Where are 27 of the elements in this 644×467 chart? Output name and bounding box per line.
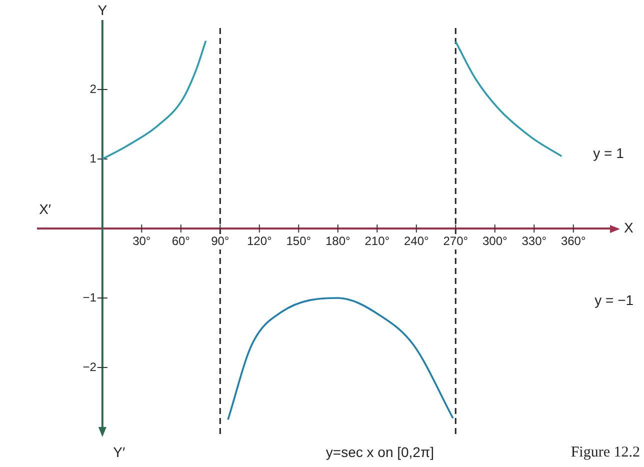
x-tick-label: 270° [443,234,468,248]
annotation: y = 1 [593,144,624,161]
x-tick-label: 150° [286,234,312,248]
x-axis-title: X [624,219,634,236]
x-tick-label: 210° [364,234,390,248]
x-tick-label: 180° [325,234,350,248]
x-tick-label: 90° [211,234,230,248]
y-tick-label: 2 [90,82,97,96]
x-tick-label: 60° [172,234,190,248]
text: Y′ [113,444,126,460]
annotation: y = −1 [594,292,634,308]
y-tick-label: −1 [82,290,97,304]
y-axis-title: Y [98,2,108,18]
y-tick-label: −2 [82,360,97,374]
y-tick-label: 1 [90,151,97,166]
x-tick-label: 120° [246,234,272,248]
line-series [454,40,562,158]
x-tick-label: 30° [132,234,151,248]
caption: Figure 12.2 [570,444,640,460]
x-tick-label: 360° [560,234,586,248]
annotation: X′ [39,201,52,218]
x-tick-label: 300° [482,234,508,248]
line-series [227,297,454,421]
text: y=sec x on [0,2π] [326,444,434,460]
line-series [102,40,207,160]
x-tick-label: 330° [522,234,547,248]
x-tick-label: 240° [404,234,429,248]
